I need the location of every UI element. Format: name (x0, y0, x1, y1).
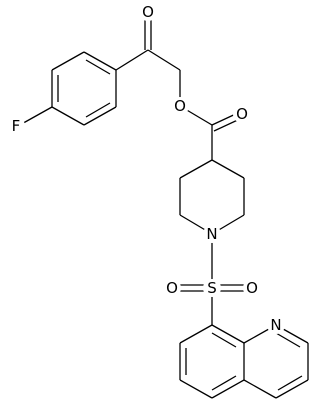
atom-label: N (270, 316, 281, 334)
atom-label-backgrounds (7, 3, 285, 334)
atom-label: S (207, 279, 217, 297)
atom-label: O (246, 279, 258, 297)
atom-label: O (142, 3, 154, 21)
bonds (17, 14, 309, 399)
atom-label: O (236, 105, 248, 123)
atom-label: O (166, 279, 178, 297)
atom-labels: O F O O N S O O N O (12, 3, 282, 334)
atom-label: F (12, 117, 21, 135)
atom-label: O (174, 97, 186, 115)
atom-label: N (206, 225, 217, 243)
